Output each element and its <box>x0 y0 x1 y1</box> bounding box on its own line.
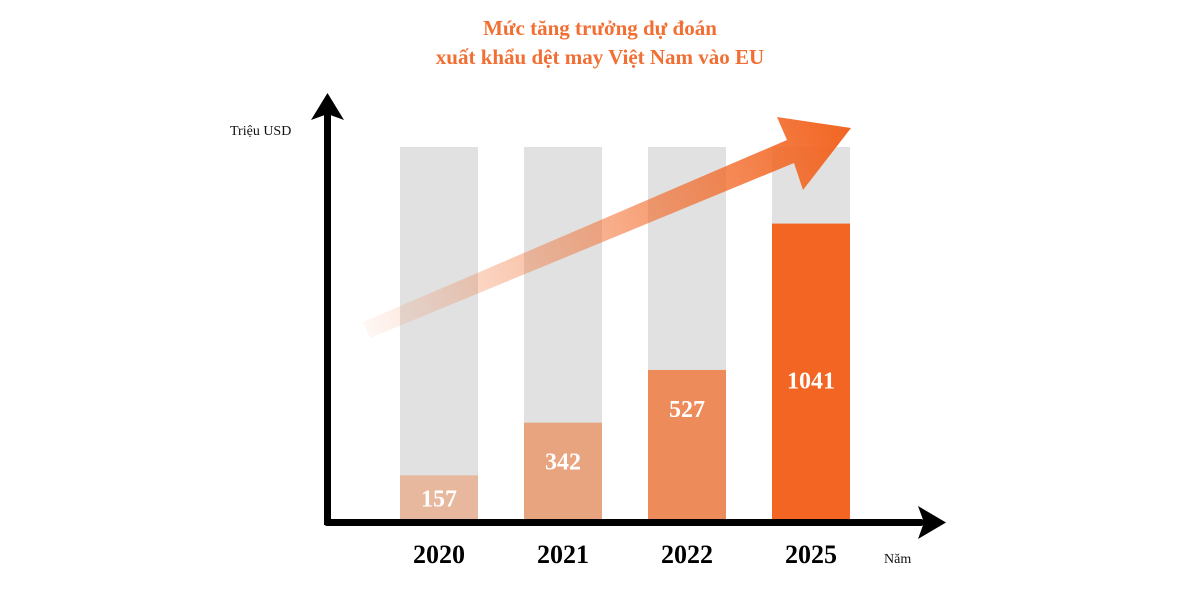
x-axis-label: Năm <box>884 552 912 567</box>
data-label: 342 <box>545 450 581 476</box>
bar-2025 <box>772 223 850 520</box>
chart-subtitle: xuất khẩu dệt may Việt Nam vào EU <box>435 45 765 69</box>
bar-background <box>400 147 478 520</box>
x-tick-label: 2020 <box>413 540 465 569</box>
y-axis-label: Triệu USD <box>230 124 292 139</box>
chart-title: Mức tăng trưởng dự đoán <box>483 16 717 40</box>
x-tick-label: 2025 <box>785 540 837 569</box>
trend-arrow <box>363 117 851 338</box>
x-tick-label: 2022 <box>661 540 713 569</box>
x-axis-arrow-icon <box>918 506 946 539</box>
data-label: 527 <box>669 397 705 423</box>
data-label: 1041 <box>787 369 835 395</box>
bar-2020 <box>400 475 478 520</box>
y-axis-arrow-icon <box>311 93 344 120</box>
x-tick-label: 2021 <box>537 540 589 569</box>
data-label: 157 <box>421 487 457 513</box>
x-axis <box>324 519 924 526</box>
bar-2021 <box>524 422 602 520</box>
bar-2022 <box>648 369 726 520</box>
y-axis <box>324 112 331 525</box>
